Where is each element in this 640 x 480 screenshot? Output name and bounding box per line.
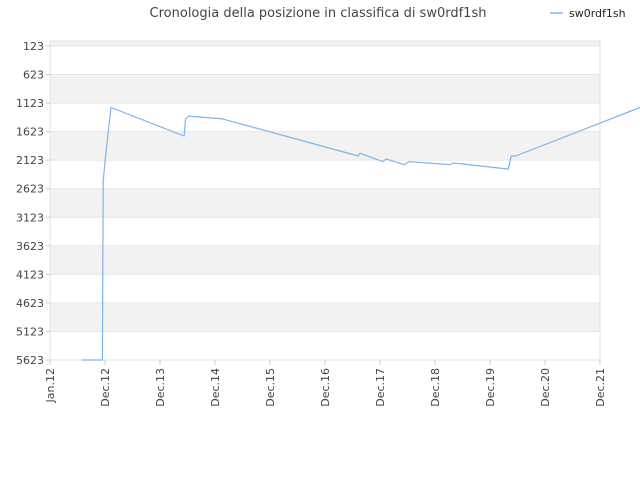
y-tick-label: 1123 [16,97,44,110]
y-tick-label: 3623 [16,240,44,253]
x-tick-label: Dec.16 [319,368,332,407]
x-axis-ticks: Jan.12 Dec.12 Dec.13 Dec.14 Dec.15 Dec.16 Dec.… [44,360,607,407]
y-tick-label: 3123 [16,211,44,224]
x-tick-label: Dec.17 [374,368,387,407]
x-tick-label: Dec.19 [484,368,497,407]
series-line [82,106,640,361]
chart-title: Cronologia della posizione in classifica… [150,6,487,21]
grid-band [50,302,600,332]
y-tick-label: 5623 [16,354,44,367]
x-tick-label: Dec.13 [154,368,167,407]
y-tick-label: 2623 [16,183,44,196]
x-tick-label: Dec.15 [264,368,277,407]
grid-band [50,74,600,104]
x-tick-label: Dec.20 [539,368,552,407]
y-tick-label: 5123 [16,325,44,338]
legend-label[interactable]: sw0rdf1sh [569,7,626,20]
y-tick-label: 2123 [16,154,44,167]
grid-band [50,188,600,218]
grid-bands [50,41,600,332]
y-tick-label: 4623 [16,297,44,310]
y-tick-label: 123 [23,40,44,53]
y-axis-ticks: 123 623 1123 1623 2123 2623 3123 3623 4123 4623 51… [16,40,50,367]
grid-band [50,245,600,275]
grid-lines [50,45,600,361]
x-tick-label: Dec.14 [209,368,222,407]
series-layer [82,106,640,361]
y-tick-label: 1623 [16,126,44,139]
x-tick-label: Dec.21 [594,368,607,407]
grid-band [50,41,600,46]
grid-band [50,131,600,161]
x-tick-label: Dec.12 [99,368,112,407]
legend[interactable]: sw0rdf1sh [550,7,626,20]
x-tick-label: Dec.18 [429,368,442,407]
y-tick-label: 623 [23,69,44,82]
x-tick-label: Jan.12 [44,368,57,403]
y-tick-label: 4123 [16,268,44,281]
